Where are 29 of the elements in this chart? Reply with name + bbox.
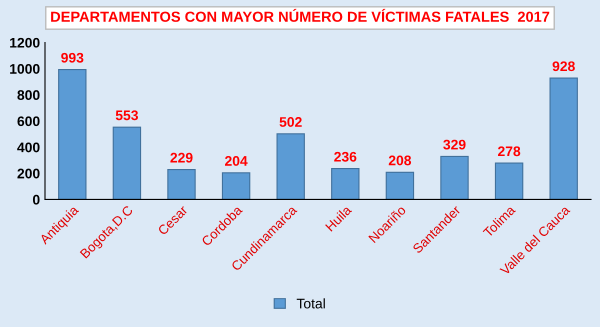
- bar: [440, 156, 469, 200]
- data-label: 236: [334, 152, 356, 162]
- y-tick-label: 1000: [10, 64, 40, 74]
- bar: [549, 78, 578, 200]
- y-tick-label: 0: [32, 194, 40, 205]
- chart-title: DEPARTAMENTOS CON MAYOR NÚMERO DE VÍCTIMAS FATALES 2017: [51, 8, 550, 22]
- data-label: 993: [61, 52, 84, 63]
- y-tick-label: 1200: [10, 38, 40, 48]
- bar: [112, 126, 142, 200]
- bar: [386, 172, 414, 200]
- data-label: 553: [116, 110, 138, 120]
- data-label: 204: [224, 156, 248, 166]
- bar: [276, 133, 305, 200]
- y-tick-label: 200: [17, 168, 40, 178]
- data-label: 278: [498, 146, 520, 156]
- data-label: 208: [388, 156, 412, 166]
- data-label: 502: [280, 117, 302, 127]
- legend-label: Total: [296, 298, 325, 308]
- bar: [58, 69, 87, 200]
- y-tick-label: 600: [17, 116, 40, 126]
- bar: [222, 172, 250, 200]
- bar: [494, 162, 524, 200]
- y-tick-label: 400: [17, 142, 40, 152]
- data-label: 329: [443, 140, 466, 150]
- data-label: 229: [170, 152, 193, 163]
- y-tick-label: 800: [17, 90, 40, 100]
- bar: [331, 168, 360, 200]
- data-label: 928: [552, 61, 575, 72]
- bar: [167, 168, 196, 200]
